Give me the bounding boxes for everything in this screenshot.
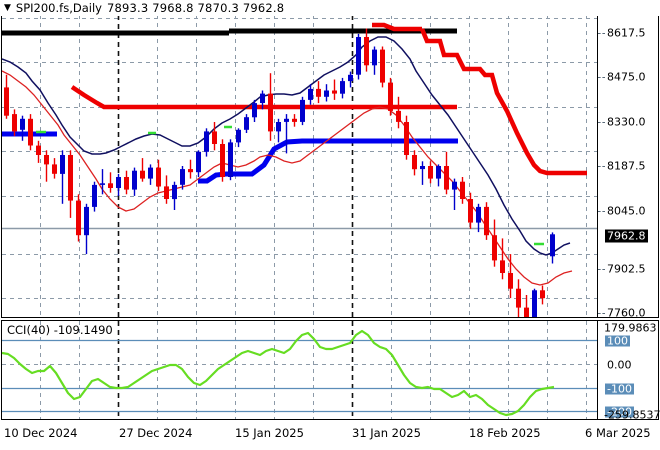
current-price-label: 7962.8: [605, 229, 648, 243]
cci-svg: [2, 321, 597, 419]
date-label: 18 Feb 2025: [469, 426, 541, 440]
slow-moving-average: [2, 70, 573, 286]
cci-level-label: -200: [605, 405, 634, 419]
price-chart-panel[interactable]: [1, 14, 598, 318]
ohlc-values: 7893.3 7968.8 7870.3 7962.8: [106, 1, 285, 15]
price-tick-label: 7902.5: [607, 262, 646, 276]
date-label: 6 Mar 2025: [585, 426, 651, 440]
price-tick-label: 8045.0: [607, 204, 646, 218]
black-resistance-line: [2, 28, 457, 36]
cci-value: -109.1490: [53, 323, 113, 337]
date-label: 15 Jan 2025: [235, 426, 304, 440]
cci-scale-max: 179.9863: [604, 321, 657, 335]
chart-header: ▼ SPI200.fs,Daily 7893.3 7968.8 7870.3 7…: [0, 0, 660, 16]
resistance-step-line: [70, 22, 587, 176]
price-tick-label: 7760.0: [607, 306, 646, 320]
price-tick-label: 8330.0: [607, 115, 646, 129]
cci-scale-min: -259.8537: [604, 408, 660, 422]
price-tick-label: 8187.5: [607, 159, 646, 173]
cci-vertical-gridlines: [40, 321, 587, 419]
cci-title: CCI(40): [7, 323, 51, 337]
candlestick-series: [4, 28, 555, 317]
price-plot-area: [2, 15, 597, 317]
signal-markers: [36, 125, 544, 246]
date-axis: 10 Dec 2024 27 Dec 2024 15 Jan 2025 31 Jan …: [0, 421, 660, 450]
cci-date-separators: [117, 321, 354, 419]
cci-level-lines: [2, 339, 597, 413]
date-label: 10 Dec 2024: [4, 426, 78, 440]
price-tick-label: 8475.0: [607, 70, 646, 84]
horizontal-gridlines: [2, 18, 597, 299]
cci-title-row: CCI(40) -109.1490: [7, 323, 113, 337]
cci-level-label: 0.00: [607, 358, 632, 372]
cci-line: [2, 329, 555, 417]
cci-plot-area: [2, 321, 597, 419]
triangle-down-icon[interactable]: ▼: [4, 2, 11, 13]
symbol-label: SPI200.fs,Daily: [15, 1, 102, 15]
date-label: 27 Dec 2024: [119, 426, 193, 440]
cci-level-label: 100: [605, 334, 630, 348]
price-svg: [2, 15, 597, 317]
price-tick-label: 8617.5: [607, 26, 646, 40]
fast-moving-average: [2, 36, 571, 256]
vertical-gridlines: [40, 15, 587, 317]
cci-indicator-panel[interactable]: CCI(40) -109.1490: [1, 320, 598, 420]
cci-scale[interactable]: 179.9863 100 0.00 -100 -200 -259.8537: [598, 320, 660, 422]
date-label: 31 Jan 2025: [352, 426, 421, 440]
price-scale[interactable]: 8617.5 8475.0 8330.0 8187.5 8045.0 7902.5 7760…: [598, 14, 659, 320]
cci-level-label: -100: [605, 382, 634, 396]
